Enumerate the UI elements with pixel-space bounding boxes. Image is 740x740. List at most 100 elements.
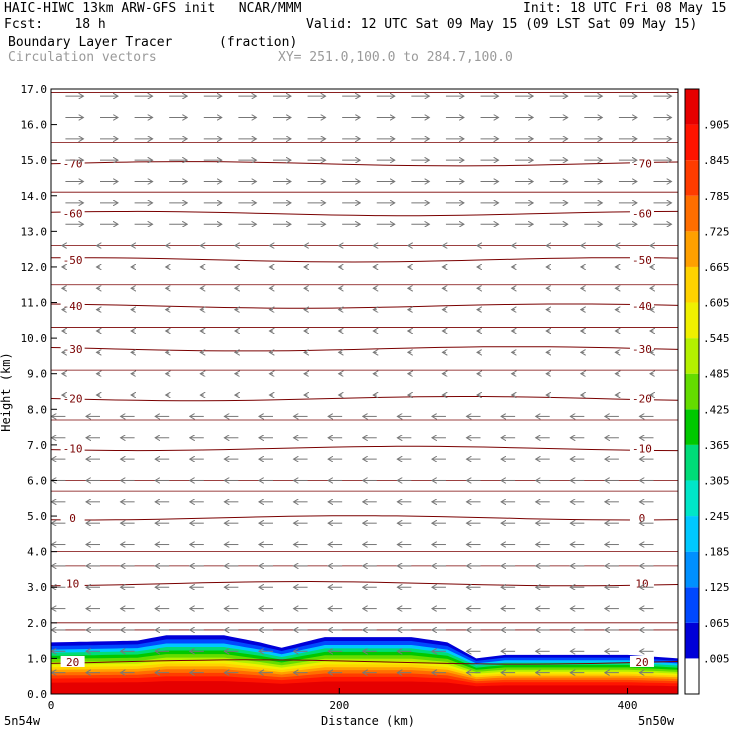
contour-label-bg [60,157,85,169]
colorbar: .005 .065 .125 .185 .245 .305 .365 .425 .485 .545… [684,88,730,695]
colorbar-swatch [685,658,699,694]
contour-label: 10 [635,578,648,591]
y-tick-label: 11.0 [21,297,48,310]
colorbar-swatch [685,516,699,552]
colorbar-label: .065 [703,617,730,630]
colorbar-swatch [685,195,699,232]
plot-frame [50,88,679,695]
colorbar-swatch [685,480,699,517]
contour-label-bg [629,655,654,667]
x-tick-label: 0 [48,699,55,712]
y-tick-label: 14.0 [21,190,48,203]
contour-label: 0 [639,512,646,525]
field-unit: (fraction) [219,35,298,50]
contour-label: -70 [63,158,83,171]
colorbar-swatch [685,587,699,623]
contour-label: 20 [66,656,79,669]
corner-left-label: 5n54w [4,714,41,728]
x-axis-label: Distance (km) [321,714,415,728]
contour-label-bg [629,207,654,219]
contour-label: -20 [632,393,652,406]
temperature-contour-line [50,303,679,309]
contour-label: -40 [63,300,83,313]
colorbar-swatch [685,89,699,125]
contour-label: -10 [632,442,652,455]
colorbar-label: .485 [703,368,730,381]
contour-label-bg [60,207,85,219]
temperature-contour-line [50,346,679,352]
colorbar-swatch [685,231,699,267]
colorbar-swatch [685,373,699,410]
colorbar-swatch [685,266,699,303]
contour-label-bg [629,300,654,312]
valid-time: Valid: 12 UTC Sat 09 May 15 (09 LST Sat … [306,17,698,32]
model-title: HAIC-HIWC 13km ARW-GFS init NCAR/MMM [4,1,302,16]
y-tick-label: 6.0 [27,474,47,487]
vector-field-name: Circulation vectors [8,50,157,65]
x-tick-label: 400 [618,699,638,712]
y-tick-label: 12.0 [21,261,48,274]
contour-label-bg [60,511,85,523]
contour-label: -40 [632,300,652,313]
colorbar-swatch [685,302,699,339]
axes: 0.0 1.0 2.0 3.0 4.0 5.0 6.0 7.0 8.0 9.0 10.0 11.0 12… [21,83,638,712]
y-tick-label: 7.0 [27,439,47,452]
temperature-contour-line [50,445,679,452]
temperature-contour-line [50,161,679,167]
contour-label-bg [60,392,85,404]
contour-label-bg [60,577,85,589]
y-tick-label: 4.0 [27,546,47,559]
forecast-hour: Fcst: 18 h [4,17,106,32]
colorbar-swatch [685,160,699,196]
contour-label-bg [60,253,85,265]
y-tick-label: 9.0 [27,368,47,381]
contour-label-bg [60,442,85,454]
x-tick-label: 200 [329,699,349,712]
colorbar-label: .425 [703,403,730,416]
init-time: Init: 18 UTC Fri 08 May 15 [523,1,727,16]
y-tick-label: 0.0 [27,688,47,701]
field-name: Boundary Layer Tracer [8,35,173,50]
contour-label-bg [60,342,85,354]
colorbar-swatch [685,551,699,588]
contour-label-bg [60,655,85,667]
colorbar-swatch [685,124,699,161]
tracer-band [51,681,678,694]
y-tick-label: 5.0 [27,510,47,523]
y-tick-label: 3.0 [27,581,47,594]
y-tick-label: 2.0 [27,617,47,630]
y-tick-label: 10.0 [21,332,48,345]
temperature-contours: -70 -70-60 -60-50 -50-40 -40-30 -30-20 -20-10-… [50,92,679,669]
colorbar-label: .185 [703,546,730,559]
temperature-contour-line [50,396,679,402]
colorbar-swatch [685,622,699,659]
contour-label-bg [629,577,654,589]
colorbar-label: .005 [703,652,730,665]
contour-label: -50 [63,254,83,267]
colorbar-label: .665 [703,261,730,274]
y-tick-label: 15.0 [21,154,48,167]
y-axis-label: Height (km) [0,352,13,431]
colorbar-frame [684,88,700,695]
cross-section-xy: XY= 251.0,100.0 to 284.7,100.0 [278,50,513,65]
contour-label-bg [60,300,85,312]
contour-label: 0 [69,512,76,525]
colorbar-label: .785 [703,190,730,203]
colorbar-label: .725 [703,225,730,238]
corner-right-label: 5n50w [638,714,675,728]
temperature-contour-line [50,257,679,263]
contour-label-bg [629,342,654,354]
colorbar-label: .545 [703,332,730,345]
contour-label: -50 [632,254,652,267]
temperature-contour-line [50,210,679,217]
colorbar-label: .605 [703,297,730,310]
y-tick-label: 8.0 [27,403,47,416]
contour-label: -10 [63,442,83,455]
contour-label-bg [629,442,654,454]
colorbar-swatch [685,409,699,445]
contour-label: -30 [63,343,83,356]
colorbar-label: .845 [703,154,730,167]
contour-label: -60 [63,208,83,221]
contour-label-bg [629,253,654,265]
